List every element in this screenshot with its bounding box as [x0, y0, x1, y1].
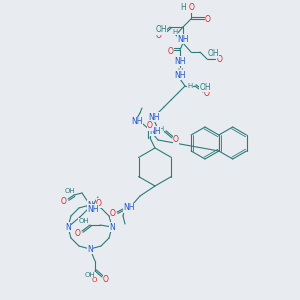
- Text: NH: NH: [174, 70, 186, 80]
- Text: O: O: [91, 277, 97, 283]
- Text: NH: NH: [177, 34, 189, 43]
- Text: NH: NH: [87, 205, 99, 214]
- Text: OH: OH: [79, 218, 89, 224]
- Text: O: O: [173, 136, 179, 145]
- Text: H: H: [180, 4, 186, 13]
- Text: O: O: [103, 274, 109, 284]
- Text: O: O: [204, 89, 210, 98]
- Text: H: H: [158, 126, 164, 132]
- Text: O: O: [189, 4, 195, 13]
- Text: H: H: [177, 68, 183, 74]
- Text: O: O: [168, 47, 174, 56]
- Text: O: O: [61, 196, 67, 206]
- Text: OH: OH: [85, 272, 95, 278]
- Text: NH: NH: [131, 118, 143, 127]
- Text: N: N: [87, 200, 93, 209]
- Text: O: O: [96, 199, 102, 208]
- Text: NH: NH: [123, 203, 135, 212]
- Text: O: O: [217, 55, 223, 64]
- Text: H: H: [172, 29, 178, 35]
- Text: N: N: [65, 223, 71, 232]
- Text: N: N: [109, 223, 115, 232]
- Text: OH: OH: [155, 26, 167, 34]
- Text: H: H: [188, 83, 193, 89]
- Text: NH: NH: [149, 127, 161, 136]
- Text: O: O: [147, 122, 153, 130]
- Text: OH: OH: [199, 82, 211, 91]
- Text: O: O: [156, 32, 162, 40]
- Text: O: O: [75, 229, 81, 238]
- Text: N: N: [87, 244, 93, 253]
- Text: NH: NH: [148, 112, 160, 122]
- Text: NH: NH: [174, 56, 186, 65]
- Text: O: O: [110, 209, 116, 218]
- Text: OH: OH: [207, 49, 219, 58]
- Text: O: O: [205, 14, 211, 23]
- Text: OH: OH: [65, 188, 75, 194]
